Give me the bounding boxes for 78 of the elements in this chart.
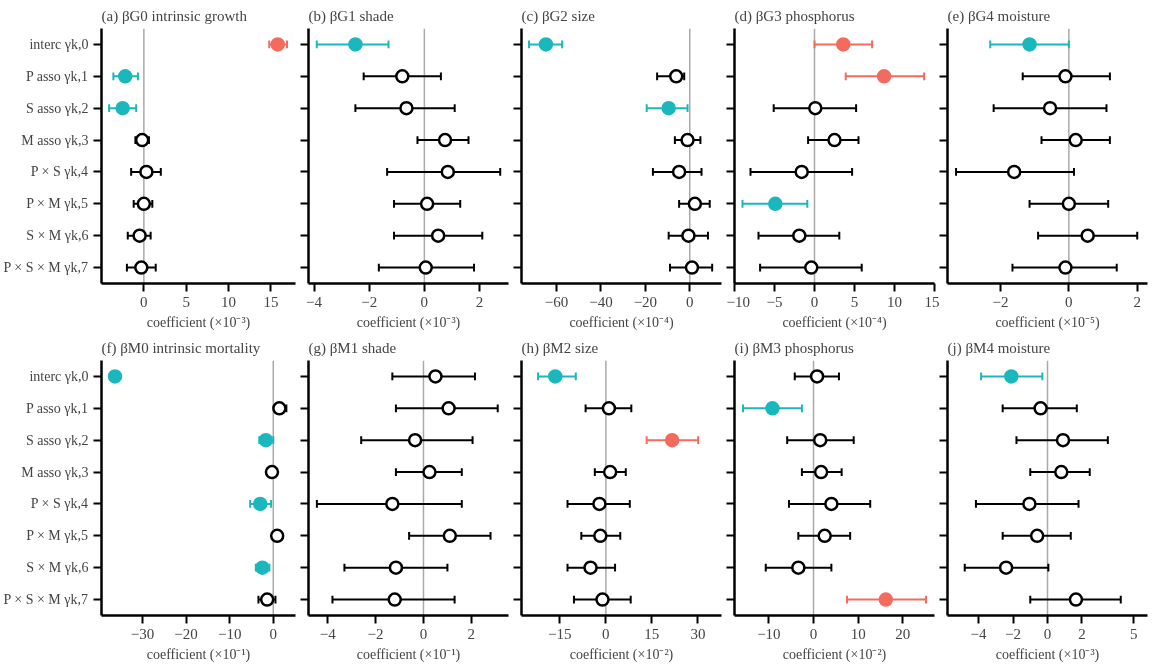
y-tick-label: P × M γk,5 bbox=[26, 196, 88, 212]
x-tick-label: −10 bbox=[217, 625, 242, 642]
x-tick-label: 0 bbox=[140, 293, 148, 310]
y-tick-label: P × S × M γk,7 bbox=[3, 592, 88, 608]
x-tick-label: 10 bbox=[221, 293, 237, 310]
x-tick-label: 0 bbox=[419, 625, 428, 642]
x-tick-label: −4 bbox=[306, 293, 323, 310]
x-tick-label: 0 bbox=[602, 625, 610, 642]
chart-title: (j) βM4 moisture bbox=[947, 339, 1051, 357]
chart-title: (b) βG1 shade bbox=[308, 7, 394, 25]
x-tick-label: −10 bbox=[757, 625, 781, 642]
x-tick-label: 0 bbox=[809, 625, 818, 642]
y-tick-label: M asso γk,3 bbox=[21, 132, 89, 148]
chart-title: (e) βG4 moisture bbox=[947, 7, 1051, 25]
chart-title: (g) βM1 shade bbox=[308, 339, 397, 357]
y-tick-label: M asso γk,3 bbox=[21, 464, 89, 480]
x-tick-label: 10 bbox=[850, 625, 866, 642]
y-tick-label: S asso γk,2 bbox=[25, 432, 89, 448]
x-axis-title: coefficient (×10⁻³) bbox=[356, 314, 461, 331]
x-tick-label: 5 bbox=[850, 293, 859, 310]
x-tick-label: −20 bbox=[633, 293, 658, 310]
x-tick-label: −5 bbox=[766, 293, 783, 310]
y-tick-label: P × M γk,5 bbox=[26, 528, 88, 544]
x-tick-label: −10 bbox=[726, 293, 750, 310]
x-tick-label: 30 bbox=[690, 625, 706, 642]
x-axis-title: coefficient (×10⁻⁵) bbox=[995, 314, 1100, 331]
y-tick-label: S × M γk,6 bbox=[26, 228, 89, 244]
x-tick-label: 15 bbox=[263, 293, 279, 310]
x-tick-label: 0 bbox=[1065, 293, 1073, 310]
x-tick-label: 5 bbox=[1129, 625, 1138, 642]
x-tick-label: −15 bbox=[548, 625, 572, 642]
y-tick-label: P asso γk,1 bbox=[25, 68, 88, 84]
y-tick-label: interc γk,0 bbox=[29, 36, 89, 52]
x-tick-label: 20 bbox=[895, 625, 911, 642]
x-tick-label: −40 bbox=[589, 293, 613, 310]
x-tick-label: 0 bbox=[810, 293, 819, 310]
x-tick-label: −2 bbox=[1005, 625, 1022, 642]
chart-title: (c) βG2 size bbox=[521, 7, 596, 25]
x-tick-label: 0 bbox=[420, 293, 429, 310]
y-tick-label: S × M γk,6 bbox=[26, 560, 89, 576]
x-tick-label: 10 bbox=[887, 293, 902, 310]
x-axis-title: coefficient (×10⁻²) bbox=[569, 646, 674, 663]
x-axis-title: coefficient (×10⁻⁴) bbox=[569, 314, 674, 331]
x-tick-label: 2 bbox=[475, 293, 484, 310]
x-axis-title: coefficient (×10⁻²) bbox=[782, 646, 887, 663]
chart-title: (f) βM0 intrinsic mortality bbox=[101, 339, 261, 357]
x-tick-label: 15 bbox=[924, 293, 940, 310]
y-tick-label: P asso γk,1 bbox=[25, 400, 88, 416]
x-tick-label: −60 bbox=[544, 293, 569, 310]
y-tick-label: P × S γk,4 bbox=[30, 164, 88, 180]
x-axis-title: coefficient (×10⁻³) bbox=[146, 314, 251, 331]
x-tick-label: −4 bbox=[970, 625, 988, 642]
x-tick-label: 15 bbox=[644, 625, 660, 642]
y-tick-label: P × S × M γk,7 bbox=[3, 260, 88, 276]
y-tick-label: P × S γk,4 bbox=[30, 496, 88, 512]
x-tick-label: 0 bbox=[686, 293, 694, 310]
chart-title: (a) βG0 intrinsic growth bbox=[101, 7, 248, 25]
x-axis-title: coefficient (×10⁻³) bbox=[995, 646, 1100, 663]
x-tick-label: −2 bbox=[361, 293, 378, 310]
x-tick-label: −2 bbox=[367, 625, 384, 642]
x-tick-label: 5 bbox=[182, 293, 190, 310]
x-axis-title: coefficient (×10⁻¹) bbox=[146, 646, 251, 663]
chart-title: (d) βG3 phosphorus bbox=[734, 7, 855, 25]
x-tick-label: 0 bbox=[269, 625, 278, 642]
chart-title: (h) βM2 size bbox=[521, 339, 599, 357]
chart-title: (i) βM3 phosphorus bbox=[734, 339, 854, 357]
x-tick-label: −20 bbox=[174, 625, 198, 642]
x-tick-label: 2 bbox=[1078, 625, 1086, 642]
y-tick-label: interc γk,0 bbox=[29, 368, 89, 384]
y-tick-label: S asso γk,2 bbox=[25, 100, 89, 116]
x-tick-label: −2 bbox=[992, 293, 1009, 310]
x-tick-label: −4 bbox=[319, 625, 337, 642]
x-axis-title: coefficient (×10⁻⁴) bbox=[782, 314, 887, 331]
x-tick-label: 0 bbox=[1043, 625, 1052, 642]
x-axis-title: coefficient (×10⁻¹) bbox=[356, 646, 461, 663]
x-tick-label: 2 bbox=[1133, 293, 1141, 310]
x-tick-label: 2 bbox=[467, 625, 476, 642]
x-tick-label: −30 bbox=[130, 625, 155, 642]
